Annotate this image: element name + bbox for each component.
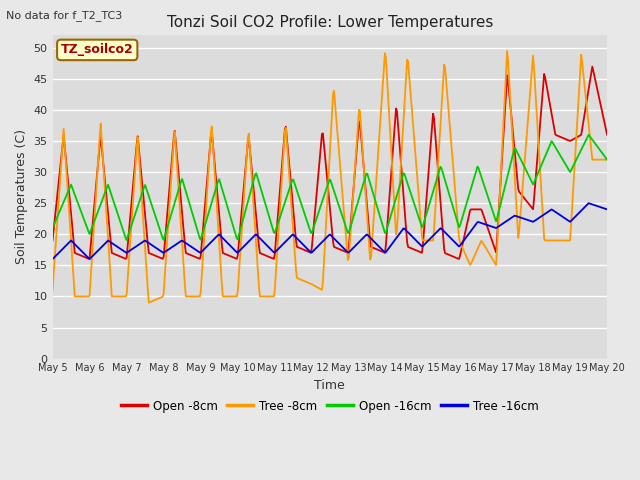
X-axis label: Time: Time bbox=[314, 379, 345, 392]
Legend: Open -8cm, Tree -8cm, Open -16cm, Tree -16cm: Open -8cm, Tree -8cm, Open -16cm, Tree -… bbox=[116, 395, 543, 417]
Y-axis label: Soil Temperatures (C): Soil Temperatures (C) bbox=[15, 130, 28, 264]
Text: TZ_soilco2: TZ_soilco2 bbox=[61, 43, 134, 57]
Title: Tonzi Soil CO2 Profile: Lower Temperatures: Tonzi Soil CO2 Profile: Lower Temperatur… bbox=[166, 15, 493, 30]
Text: No data for f_T2_TC3: No data for f_T2_TC3 bbox=[6, 10, 123, 21]
